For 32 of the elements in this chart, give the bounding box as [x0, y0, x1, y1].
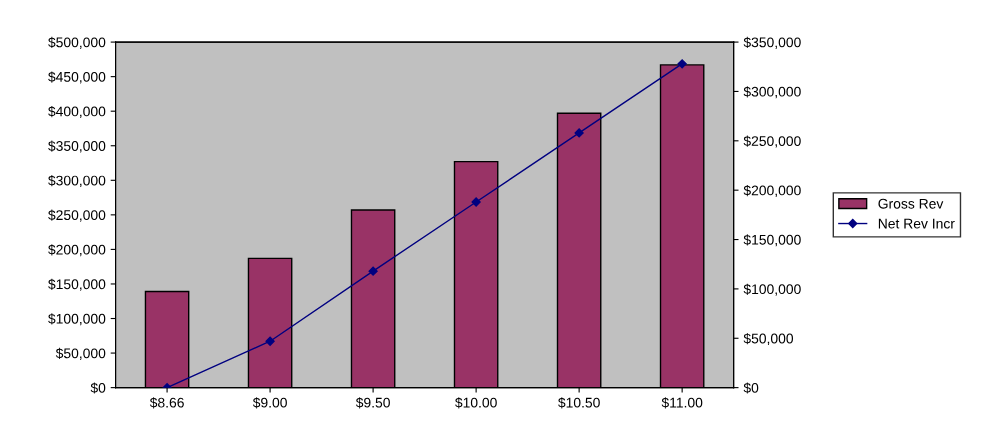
y2-tick-label: $200,000 — [743, 184, 801, 197]
y2-tick-label: $100,000 — [743, 283, 801, 296]
y-tick-label: $400,000 — [48, 105, 106, 118]
y-tick-label: $150,000 — [48, 278, 106, 291]
legend-label: Net Rev Incr — [878, 218, 955, 229]
y2-tick-label: $150,000 — [743, 234, 801, 247]
x-tick-label: $10.50 — [558, 397, 600, 409]
y-tick-label: $100,000 — [48, 313, 106, 326]
point — [265, 336, 275, 346]
x-tick-label: $11.00 — [661, 397, 703, 409]
x-tick-label: $9.50 — [355, 397, 390, 409]
y-tick-label: $0 — [90, 382, 106, 394]
point — [471, 197, 481, 207]
x-tick-label: $10.00 — [455, 397, 497, 409]
y2-tick-label: $50,000 — [743, 333, 794, 346]
point — [677, 59, 687, 69]
y2-tick-label: $0 — [743, 382, 759, 394]
y-tick-label: $200,000 — [48, 244, 106, 257]
x-tick-label: $9.00 — [252, 397, 287, 409]
y-tick-label: $500,000 — [48, 36, 106, 49]
y2-tick-label: $300,000 — [743, 86, 801, 99]
y-tick-label: $250,000 — [48, 209, 106, 222]
y2-tick-label: $350,000 — [743, 36, 801, 49]
y-tick-label: $300,000 — [48, 175, 106, 188]
y-tick-label: $50,000 — [55, 347, 106, 360]
x-tick-label: $8.66 — [149, 397, 184, 409]
y-tick-label: $350,000 — [48, 140, 106, 153]
point — [368, 266, 378, 276]
point — [574, 128, 584, 138]
y-tick-label: $450,000 — [48, 71, 106, 84]
y2-tick-label: $250,000 — [743, 135, 801, 148]
legend-label: Gross Rev — [878, 198, 944, 209]
